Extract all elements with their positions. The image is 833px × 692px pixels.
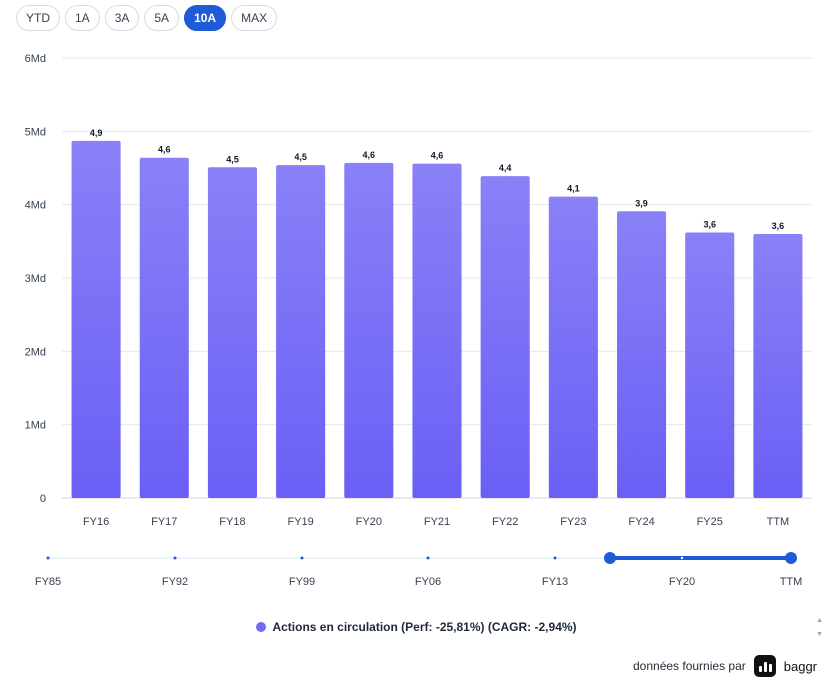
x-tick-label-fy16: FY16	[83, 516, 109, 528]
legend-label: Actions en circulation (Perf: -25,81%) (…	[272, 620, 577, 634]
range-button-10a[interactable]: 10A	[184, 5, 227, 31]
data-label-fy16: 4,9	[90, 128, 103, 138]
y-tick-label: 1Md	[25, 420, 46, 432]
data-label-fy24: 3,9	[635, 198, 648, 208]
x-axis: FY16 FY17 FY18 FY19 FY20 FY21 FY22 FY23 FY24 FY25…	[83, 516, 789, 528]
navigator-handle-right[interactable]	[785, 552, 797, 564]
bar-fy16[interactable]	[71, 140, 121, 498]
x-tick-label-fy24: FY24	[628, 516, 654, 528]
legend-dot	[256, 622, 267, 632]
x-tick-label-fy20: FY20	[356, 516, 382, 528]
range-button-max[interactable]: MAX	[231, 5, 278, 31]
x-tick-label-fy23: FY23	[560, 516, 586, 528]
data-label-fy19: 4,5	[294, 152, 307, 162]
data-label-fy25: 3,6	[703, 220, 716, 230]
bars[interactable]	[71, 140, 803, 499]
bar-fy23[interactable]	[548, 196, 598, 498]
navigator-tick	[173, 556, 177, 560]
bar-fy22[interactable]	[480, 176, 530, 499]
bar-fy20[interactable]	[344, 162, 394, 498]
baggr-logo-icon	[753, 655, 776, 677]
bar-fy21[interactable]	[412, 163, 462, 498]
y-axis: 0 1Md 2Md 3Md 4Md 5Md 6Md	[25, 53, 46, 505]
brand-name: baggr	[783, 658, 817, 674]
x-tick-label-ttm: TTM	[767, 516, 790, 528]
navigator-label: TTM	[780, 576, 803, 588]
navigator-tick	[553, 556, 557, 560]
y-tick-label: 0	[40, 493, 46, 505]
bar-ttm[interactable]	[753, 234, 803, 498]
navigator-label: FY99	[289, 576, 315, 588]
data-label-fy18: 4,5	[226, 154, 239, 164]
data-label-fy17: 4,6	[158, 145, 171, 155]
y-tick-label: 2Md	[25, 346, 46, 358]
x-tick-label-fy17: FY17	[151, 516, 177, 528]
attribution: données fournies par baggr	[633, 655, 817, 677]
legend[interactable]: Actions en circulation (Perf: -25,81%) (…	[0, 620, 833, 634]
navigator-label: FY06	[415, 576, 441, 588]
navigator-handle-left[interactable]	[604, 552, 616, 564]
navigator-label: FY85	[35, 576, 61, 588]
data-label-ttm: 3,6	[772, 221, 785, 231]
navigator-label: FY13	[542, 576, 568, 588]
y-tick-label: 6Md	[25, 53, 46, 65]
range-selector: YTD 1A 3A 5A 10A MAX	[16, 5, 278, 31]
attribution-text: données fournies par	[633, 659, 746, 673]
bar-fy24[interactable]	[617, 211, 667, 498]
x-tick-label-fy25: FY25	[697, 516, 723, 528]
navigator-label: FY20	[669, 576, 695, 588]
data-label-fy22: 4,4	[499, 163, 512, 173]
range-button-5a[interactable]: 5A	[144, 5, 180, 31]
y-tick-label: 5Md	[25, 126, 46, 138]
data-label-fy21: 4,6	[431, 151, 444, 161]
data-label-fy23: 4,1	[567, 184, 580, 194]
bar-fy19[interactable]	[276, 165, 326, 499]
y-tick-label: 4Md	[25, 200, 46, 212]
navigator-tick	[300, 556, 304, 560]
data-label-fy20: 4,6	[363, 150, 376, 160]
navigator-tick	[426, 556, 430, 560]
bar-fy17[interactable]	[139, 157, 189, 498]
x-tick-label-fy22: FY22	[492, 516, 518, 528]
x-tick-label-fy18: FY18	[219, 516, 245, 528]
bar-fy18[interactable]	[207, 167, 257, 498]
data-labels: 4,9 4,6 4,5 4,5 4,6 4,6 4,4 4,1 3,9 3,6 3,6	[90, 128, 784, 231]
x-tick-label-fy19: FY19	[287, 516, 313, 528]
range-button-3a[interactable]: 3A	[104, 5, 140, 31]
x-tick-label-fy21: FY21	[424, 516, 450, 528]
range-button-1a[interactable]: 1A	[65, 5, 100, 31]
bar-fy25[interactable]	[685, 232, 735, 499]
range-navigator[interactable]: FY85 FY92 FY99 FY06 FY13 FY20 TTM	[35, 552, 802, 588]
range-button-ytd[interactable]: YTD	[16, 5, 60, 31]
navigator-label: FY92	[162, 576, 188, 588]
navigator-tick	[680, 556, 684, 560]
y-tick-label: 3Md	[25, 273, 46, 285]
navigator-tick	[46, 556, 50, 560]
legend-scroll-arrows[interactable]: ▲ ▼	[816, 617, 823, 638]
